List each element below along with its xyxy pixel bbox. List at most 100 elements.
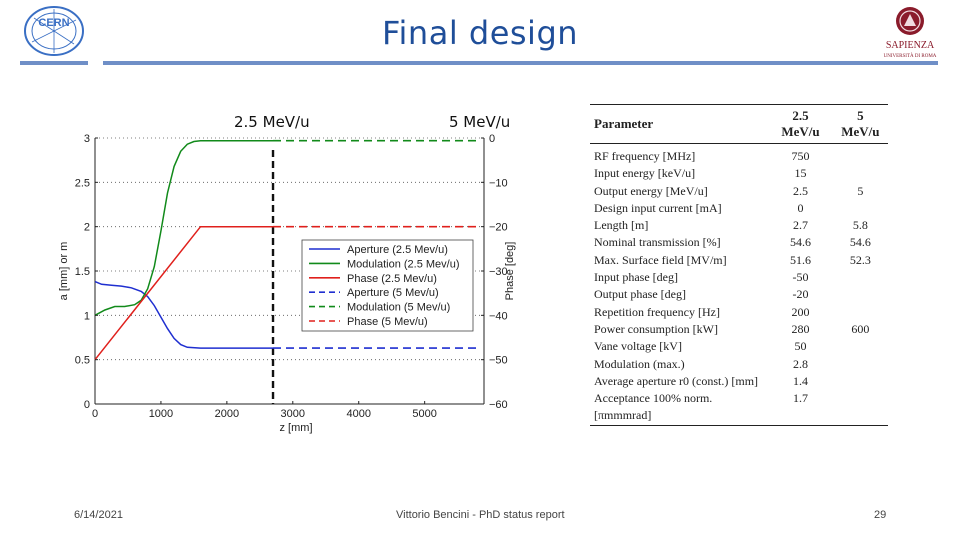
table-row: Input phase [deg] -50 bbox=[590, 269, 888, 286]
param-name: Acceptance 100% norm. [πmmmrad] bbox=[594, 391, 713, 423]
y-axis-title-right: Phase [deg] bbox=[504, 242, 516, 301]
header-rule bbox=[103, 61, 938, 65]
legend-label: Phase (2.5 Mev/u) bbox=[347, 273, 437, 285]
param-name: Output energy [MeV/u] bbox=[594, 183, 708, 198]
chart-axes: 0 1000 2000 3000 4000 5000 0 0.5 1 1.5 2 2.5 3 −60 −50… bbox=[58, 133, 516, 434]
value-5 bbox=[833, 338, 888, 355]
cern-logo-text: CERN bbox=[38, 17, 69, 29]
sapienza-seal-ring bbox=[899, 10, 921, 32]
table-row: RF frequency [MHz] 750 bbox=[590, 144, 888, 166]
header-parameter: Parameter bbox=[594, 116, 654, 131]
param-name: Average aperture r0 (const.) [mm] bbox=[594, 373, 759, 388]
legend-label: Phase (5 Mev/u) bbox=[347, 316, 428, 328]
table-row: Vane voltage [kV] 50 bbox=[590, 338, 888, 355]
table-row: Length [m] 2.7 5.8 bbox=[590, 217, 888, 234]
value-2-5: 54.6 bbox=[789, 235, 811, 250]
value-5 bbox=[833, 356, 888, 373]
series-line bbox=[94, 139, 273, 316]
header-rule-left bbox=[20, 61, 88, 65]
value-5: 54.6 bbox=[849, 235, 871, 250]
value-2-5: 51.6 bbox=[789, 252, 811, 267]
y-tick-label-left: 3 bbox=[84, 133, 90, 145]
table-row: Nominal transmission [%] 54.6 54.6 bbox=[590, 234, 888, 251]
value-5 bbox=[833, 200, 888, 217]
cern-logo-lines bbox=[31, 9, 77, 53]
y-tick-label-right: −20 bbox=[489, 222, 508, 234]
y-tick-label-left: 0.5 bbox=[75, 355, 90, 367]
value-2-5: -50 bbox=[792, 270, 809, 285]
table-header-row: Parameter 2.5 MeV/u 5 MeV/u bbox=[590, 104, 888, 144]
value-5: 52.3 bbox=[849, 252, 871, 267]
y-tick-label-right: −60 bbox=[489, 399, 508, 411]
table-row: Repetition frequency [Hz] 200 bbox=[590, 304, 888, 321]
chart-legend: Aperture (2.5 Mev/u) Modulation (2.5 Mev/… bbox=[301, 239, 474, 332]
table-body: RF frequency [MHz] 750 Input energy [keV/u… bbox=[590, 144, 888, 426]
header-5-mev: 5 MeV/u bbox=[841, 108, 880, 139]
value-2-5: 280 bbox=[791, 321, 810, 336]
value-5: 5 bbox=[857, 183, 864, 198]
legend-label: Modulation (2.5 Mev/u) bbox=[347, 258, 460, 270]
cern-logo: CERN bbox=[24, 6, 84, 56]
y-tick-label-right: −50 bbox=[489, 355, 508, 367]
value-5: 5.8 bbox=[852, 218, 868, 233]
param-name: Nominal transmission [%] bbox=[594, 235, 721, 250]
x-tick-label: 5000 bbox=[412, 408, 436, 420]
sapienza-subtitle: UNIVERSITÀ DI ROMA bbox=[884, 53, 937, 59]
sapienza-name: SAPIENZA bbox=[886, 40, 935, 51]
y-tick-label-left: 2.5 bbox=[75, 177, 90, 189]
cern-logo-ring bbox=[24, 6, 84, 56]
value-5 bbox=[833, 373, 888, 390]
value-5 bbox=[833, 390, 888, 425]
x-tick-label: 0 bbox=[92, 408, 98, 420]
y-tick-label-right: −10 bbox=[489, 177, 508, 189]
value-2-5: 1.4 bbox=[792, 373, 808, 388]
y-tick-label-left: 1.5 bbox=[75, 266, 90, 278]
table-row: Output phase [deg] -20 bbox=[590, 286, 888, 303]
series-line bbox=[94, 280, 273, 349]
y-axis-title-left: a [mm] or m bbox=[58, 242, 70, 301]
table-row: Modulation (max.) 2.8 bbox=[590, 356, 888, 373]
y-tick-label-right: −40 bbox=[489, 310, 508, 322]
param-name: Power consumption [kW] bbox=[594, 321, 718, 336]
param-name: Length [m] bbox=[594, 218, 649, 233]
value-2-5: 200 bbox=[791, 304, 810, 319]
value-2-5: -20 bbox=[792, 287, 809, 302]
footer-date: 6/14/2021 bbox=[74, 509, 123, 521]
param-name: Input energy [keV/u] bbox=[594, 166, 696, 181]
value-2-5: 2.5 bbox=[792, 183, 808, 198]
legend-label: Aperture (5 Mev/u) bbox=[347, 287, 439, 299]
value-5: 600 bbox=[851, 321, 870, 336]
header-2-5-mev: 2.5 MeV/u bbox=[781, 108, 820, 139]
value-2-5: 2.8 bbox=[792, 356, 808, 371]
sapienza-logo: SAPIENZA UNIVERSITÀ DI ROMA bbox=[884, 7, 937, 59]
param-name: RF frequency [MHz] bbox=[594, 149, 696, 163]
value-5 bbox=[833, 304, 888, 321]
param-name: Output phase [deg] bbox=[594, 287, 686, 302]
x-axis-title: z [mm] bbox=[280, 422, 313, 434]
y-tick-label-left: 0 bbox=[84, 399, 90, 411]
slide-number: 29 bbox=[874, 509, 887, 521]
energy-label-5: 5 MeV/u bbox=[449, 113, 511, 131]
slide-title: Final design bbox=[381, 14, 579, 52]
energy-label-2-5: 2.5 MeV/u bbox=[234, 113, 310, 131]
x-tick-label: 4000 bbox=[346, 408, 370, 420]
param-name: Modulation (max.) bbox=[594, 356, 685, 371]
value-2-5: 15 bbox=[794, 166, 807, 181]
chart-series bbox=[94, 139, 478, 404]
table-row: Power consumption [kW] 280 600 bbox=[590, 321, 888, 338]
table-row: Output energy [MeV/u] 2.5 5 bbox=[590, 183, 888, 200]
param-name: Max. Surface field [MV/m] bbox=[594, 252, 727, 267]
x-tick-label: 2000 bbox=[215, 408, 239, 420]
value-5 bbox=[833, 269, 888, 286]
legend-box bbox=[301, 239, 474, 332]
param-name: Input phase [deg] bbox=[594, 270, 678, 285]
x-tick-label: 3000 bbox=[281, 408, 305, 420]
rfq-design-chart: 0 1000 2000 3000 4000 5000 0 0.5 1 1.5 2 2.5 3 −60 −50… bbox=[58, 133, 516, 434]
value-2-5: 50 bbox=[794, 339, 807, 354]
table-row: Design input current [mA] 0 bbox=[590, 200, 888, 217]
y-tick-label-right: −30 bbox=[489, 266, 508, 278]
param-name: Vane voltage [kV] bbox=[594, 339, 682, 354]
param-name: Design input current [mA] bbox=[594, 200, 722, 215]
value-2-5: 0 bbox=[797, 200, 804, 215]
series-line bbox=[94, 225, 273, 361]
